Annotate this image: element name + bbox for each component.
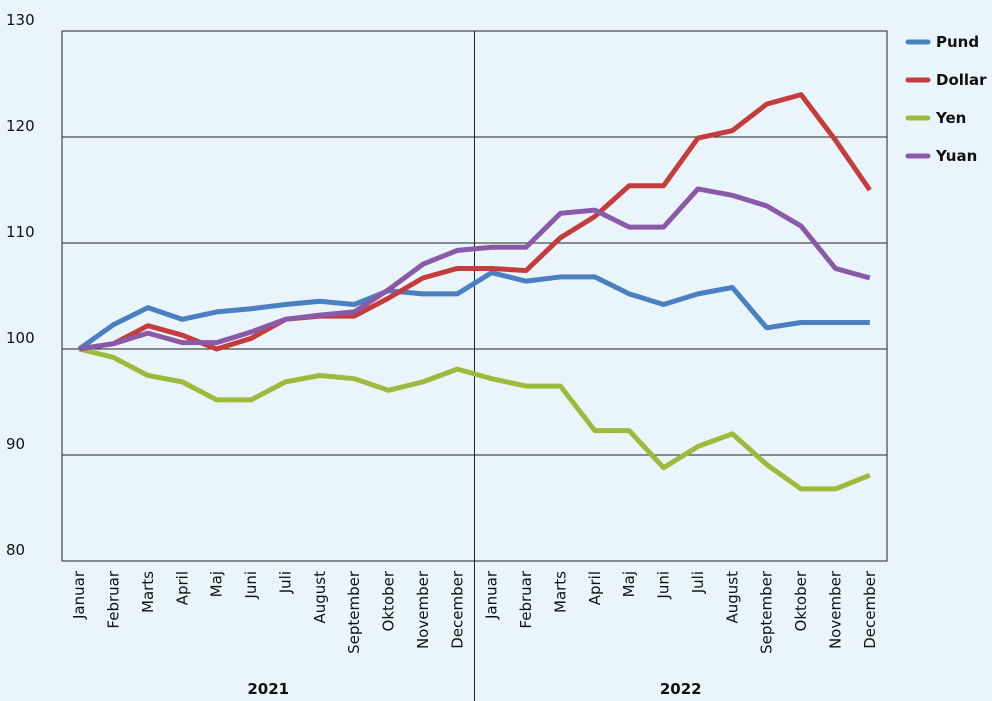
series-line [77,270,870,352]
x-tick-label: Januar [483,570,501,620]
y-tick-label: 80 [6,541,25,559]
x-tick-label: August [311,571,329,624]
x-tick-label: April [173,571,191,605]
x-tick-label: Juni [242,571,260,600]
series-line [78,92,872,352]
x-tick-label: Februar [517,570,535,628]
legend-label: Pund [936,33,979,51]
x-tick-label: November [826,570,844,649]
y-tick-label: 100 [6,329,35,347]
x-tick-label: Marts [139,571,157,613]
x-tick-label: Juli [276,571,294,594]
x-tick-label: April [586,571,604,605]
x-tick-label: August [723,571,741,624]
x-tick-label: Marts [551,571,569,613]
series-line [78,346,871,492]
legend-label: Yuan [935,147,977,165]
x-tick-label: Februar [105,570,123,628]
y-tick-label: 120 [6,117,35,135]
y-tick-label: 130 [6,11,35,29]
x-tick-label: December [448,570,466,649]
x-tick-label: Oktober [792,570,810,631]
x-tick-label: November [414,570,432,649]
x-tick-label: Juni [655,571,673,600]
group-label: 2021 [247,680,289,698]
x-tick-label: September [758,570,776,654]
x-tick-label: Januar [70,570,88,620]
x-tick-label: Juli [689,571,707,594]
legend-label: Yen [935,109,966,127]
x-tick-label: September [345,570,363,654]
x-tick-label: Maj [208,571,226,597]
x-tick-label: Oktober [380,570,398,631]
group-label: 2022 [660,680,702,698]
y-tick-label: 90 [6,435,25,453]
x-tick-label: December [861,570,879,649]
y-tick-label: 110 [6,223,35,241]
x-tick-label: Maj [620,571,638,597]
series-line [78,186,871,352]
legend-label: Dollar [936,71,987,89]
